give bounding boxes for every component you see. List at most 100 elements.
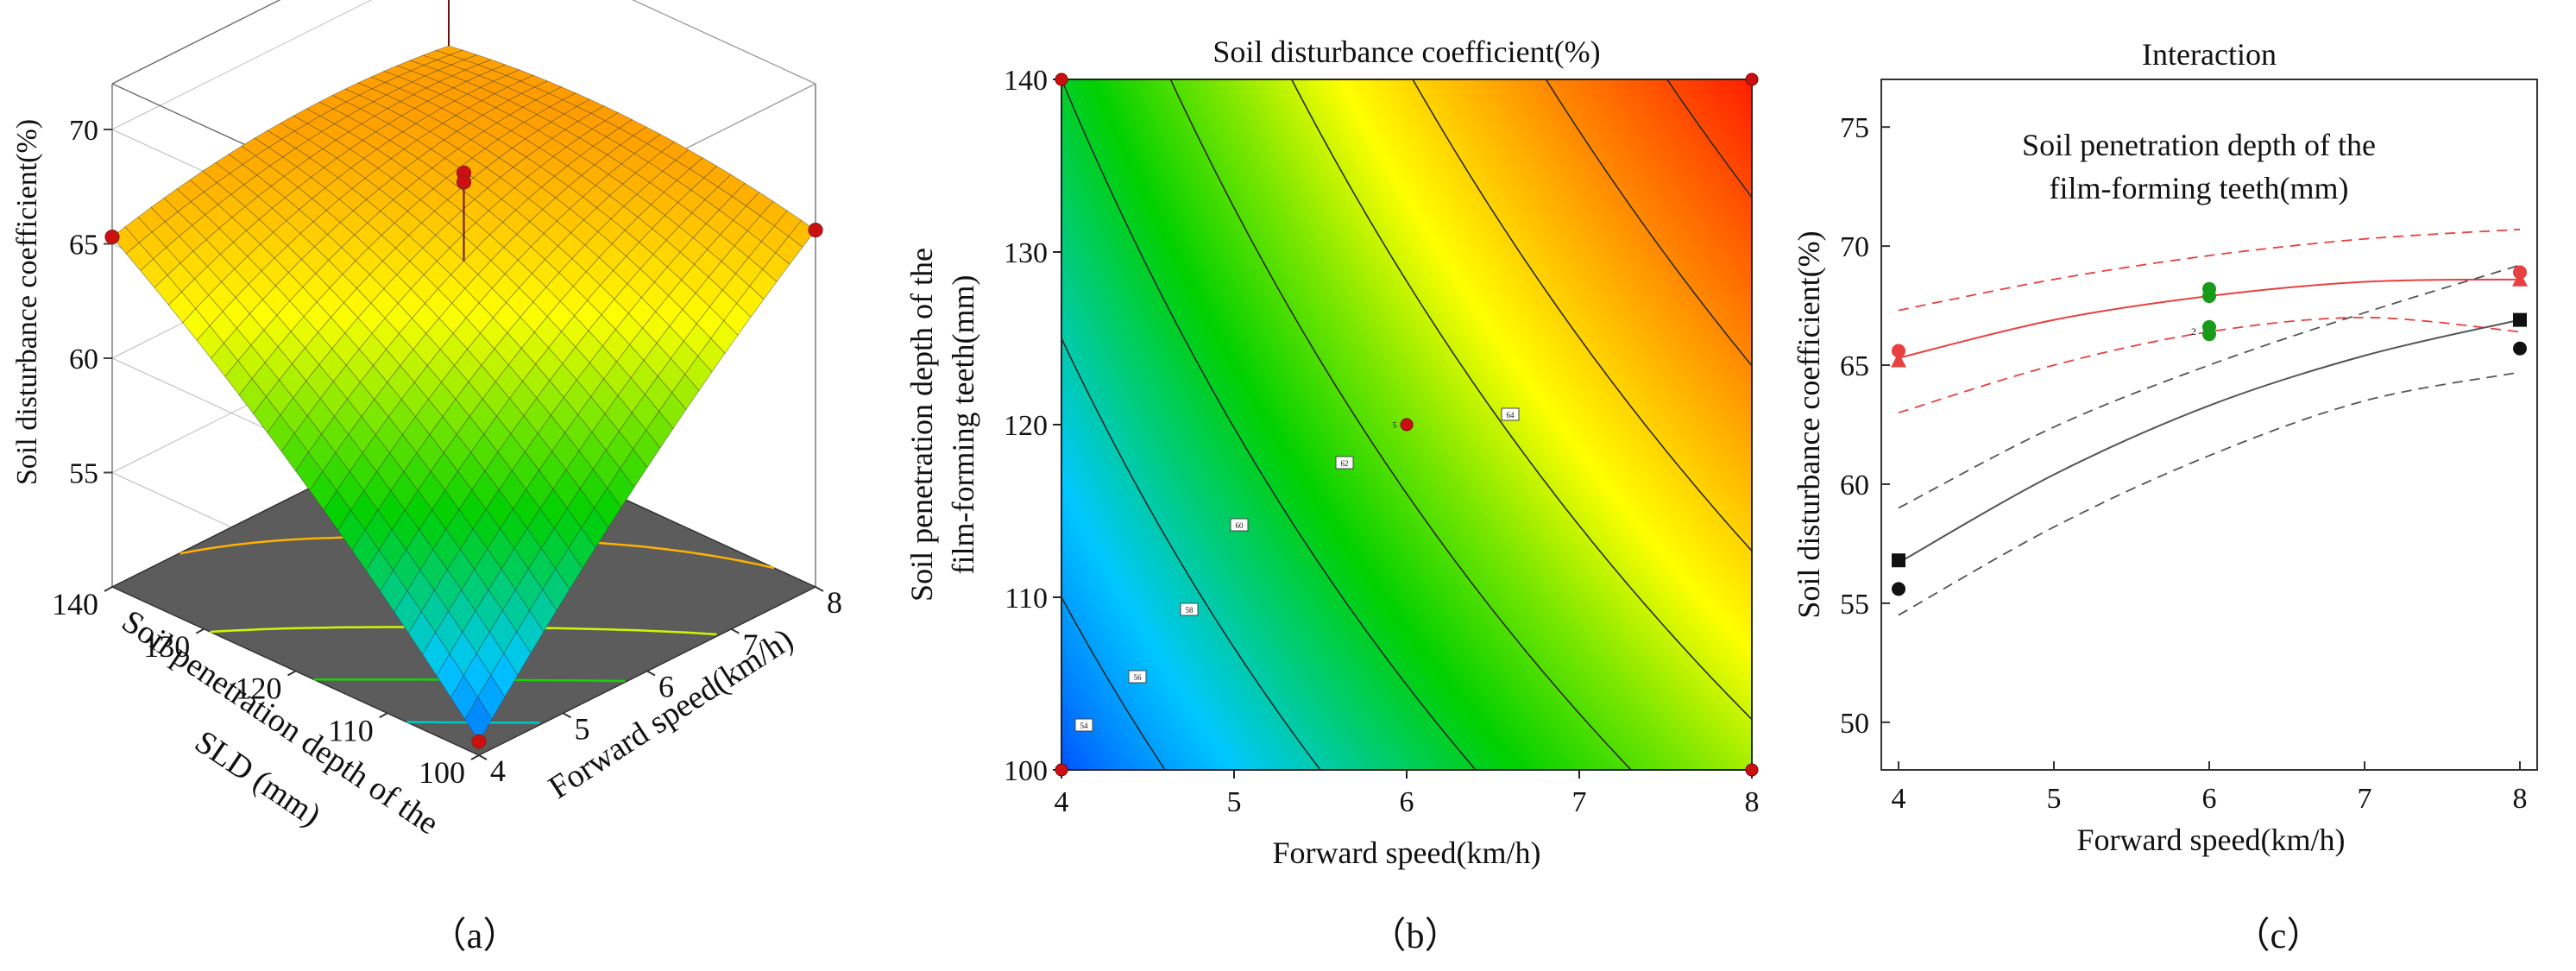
x-tick — [563, 712, 571, 719]
x-tick-label: 8 — [2513, 783, 2528, 815]
box-top-edge — [632, 0, 816, 85]
x-tick-label: 7 — [743, 627, 759, 662]
z-tick-label: 65 — [69, 230, 98, 262]
panel-a-marks — [104, 0, 823, 749]
y-tick-label: 140 — [1004, 65, 1048, 97]
series-100-lower-band — [1898, 371, 2521, 616]
contour-label-box — [1230, 518, 1249, 532]
y-tick-label: 50 — [1840, 708, 1869, 740]
contour-label-box — [1501, 407, 1520, 421]
contour-line-68 — [1666, 79, 1752, 199]
contour-label: 54 — [1080, 722, 1089, 730]
design-point — [1055, 73, 1068, 86]
x-tick-label: 5 — [575, 711, 590, 746]
panel-c-interaction-plot: 4 5 6 7 8 50 55 60 65 70 75 2 Interaction Soil pene… — [1792, 37, 2538, 857]
panel-c-title: Interaction — [2142, 37, 2277, 72]
x-tick — [815, 586, 824, 592]
y-tick — [195, 627, 205, 634]
y-tick-label: 120 — [236, 672, 282, 706]
design-point — [1745, 73, 1759, 86]
surface-patch — [464, 697, 493, 742]
contour-line-60 — [1169, 79, 1633, 770]
panel-a-surface-plot: 55 60 65 70 4 5 6 7 8 100 110 120 130 140 Soil distu… — [11, 0, 842, 842]
data-point — [1892, 344, 1905, 358]
y-tick — [379, 712, 388, 719]
data-point — [1892, 582, 1905, 596]
y-tick-label: 110 — [328, 713, 374, 747]
y-tick-label: 130 — [1004, 237, 1048, 269]
contour-line-62 — [1290, 79, 1752, 721]
contour-label: 62 — [1341, 459, 1349, 468]
data-point — [2202, 289, 2216, 304]
x-tick — [731, 627, 740, 634]
panel-c-ylabel: Soil disturbance coefficient(%) — [1792, 230, 1826, 618]
y-tick — [470, 754, 480, 760]
panel-c-legend-title-line2: film-forming teeth(mm) — [2050, 171, 2349, 205]
y-tick-label: 100 — [1004, 755, 1048, 787]
data-point — [1891, 352, 1906, 368]
series-100-upper-band — [1898, 264, 2521, 509]
series-100-line — [1898, 318, 2521, 564]
contour-label: 56 — [1134, 673, 1143, 682]
panel-a-surface — [111, 45, 816, 742]
x-tick — [478, 754, 488, 760]
panel-b-contour-lines — [1061, 79, 1752, 770]
x-tick-label: 4 — [1055, 786, 1069, 818]
z-tick-label: 55 — [69, 458, 98, 490]
y-tick-label: 130 — [143, 629, 190, 664]
z-tick-label: 70 — [69, 115, 98, 147]
design-point — [808, 223, 823, 238]
center-point — [1400, 418, 1414, 432]
y-tick-label: 100 — [419, 755, 465, 790]
series-140-lower-band — [1898, 316, 2521, 414]
y-tick — [104, 586, 113, 592]
data-point — [2513, 341, 2527, 356]
contour-line-52 — [1061, 596, 1166, 770]
contour-line-56 — [1061, 337, 1322, 770]
y-tick-label: 65 — [1840, 350, 1869, 382]
contour-label-box — [1335, 456, 1354, 470]
y-tick-label: 140 — [52, 587, 98, 621]
y-tick-label: 120 — [1004, 410, 1048, 442]
x-tick-label: 7 — [1572, 786, 1587, 818]
data-point — [1892, 553, 1905, 568]
x-tick-label: 8 — [827, 585, 842, 620]
caption-c: （c） — [2233, 917, 2323, 956]
x-tick-label: 4 — [1892, 783, 1906, 815]
panel-b-xlabel: Forward speed(km/h) — [1273, 835, 1541, 870]
contour-label: 58 — [1186, 606, 1194, 615]
contour-line-58 — [1061, 79, 1477, 770]
contour-label: 64 — [1507, 411, 1515, 419]
data-point — [2512, 271, 2528, 287]
panel-c-marks: 4 5 6 7 8 50 55 60 65 70 75 2 — [1840, 112, 2528, 815]
contour-label-box — [1128, 670, 1147, 684]
y-tick-label: 60 — [1840, 470, 1869, 501]
panel-b-title: Soil disturbance coefficient(%) — [1212, 35, 1600, 69]
contour-label: 60 — [1236, 521, 1244, 530]
panel-a-zlabel: Soil disturbance coefficient(%) — [11, 119, 43, 485]
data-point — [2513, 312, 2527, 327]
center-point-label: 5 — [1393, 421, 1397, 431]
data-point — [2202, 327, 2216, 342]
design-point — [471, 734, 487, 749]
y-tick — [287, 670, 296, 677]
y-tick-label: 55 — [1840, 589, 1869, 621]
x-tick — [646, 670, 656, 677]
y-tick-label: 75 — [1840, 112, 1869, 144]
panel-b-ylabel-line2: film-forming teeth(mm) — [946, 275, 980, 575]
z-tick-label: 60 — [69, 344, 98, 375]
contour-label-box — [1180, 602, 1199, 616]
green-point-count: 2 — [2191, 325, 2196, 337]
panel-b-ylabel-line1: Soil penetration depth of the — [904, 248, 939, 602]
caption-a: （a） — [430, 917, 520, 956]
box-top-edge — [111, 0, 281, 85]
x-tick-label: 6 — [2202, 783, 2217, 815]
x-tick-label: 8 — [1745, 786, 1760, 818]
x-tick-label: 6 — [1400, 786, 1414, 818]
contour-label-box — [1074, 718, 1093, 732]
contour-line-64 — [1412, 79, 1752, 552]
panel-c-legend-title-line1: Soil penetration depth of the — [2022, 128, 2376, 162]
